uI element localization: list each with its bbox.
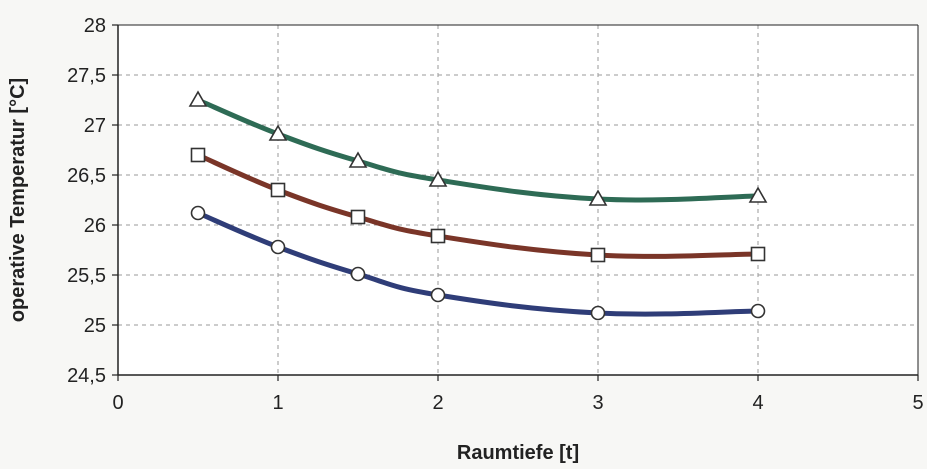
data-point-circle — [590, 305, 606, 321]
data-point-circle — [270, 239, 286, 255]
tick-labels: 24,5 25 25,5 26 26,5 27 27,5 28 0 1 2 3 4 5 — [67, 15, 924, 414]
data-point-square — [350, 209, 366, 225]
data-point-triangle — [428, 170, 448, 187]
data-point-square — [430, 228, 446, 244]
data-point-triangle — [268, 124, 288, 141]
data-point-circle — [430, 287, 446, 303]
gridlines — [118, 25, 918, 375]
y-tick-label: 27,5 — [67, 65, 106, 87]
data-point-triangle — [188, 90, 208, 107]
y-tick-label: 26,5 — [67, 165, 106, 187]
y-axis-title: operative Temperatur [°C] — [7, 78, 29, 322]
y-tick-label: 28 — [84, 15, 106, 37]
data-point-circle — [750, 303, 766, 319]
y-tick-label: 26 — [84, 215, 106, 237]
y-tick-label: 25 — [84, 315, 106, 337]
plot-area — [118, 25, 918, 375]
data-point-triangle — [348, 151, 368, 168]
data-point-square — [590, 247, 606, 263]
series-layer — [188, 90, 768, 321]
data-point-triangle — [748, 186, 768, 203]
y-tick-label: 27 — [84, 115, 106, 137]
x-axis-title: Raumtiefe [t] — [457, 442, 579, 464]
y-tick-label: 24,5 — [67, 365, 106, 387]
data-point-square — [750, 246, 766, 262]
x-tick-label: 2 — [432, 392, 443, 414]
x-tick-label: 4 — [752, 392, 763, 414]
data-point-circle — [190, 205, 206, 221]
x-tick-label: 3 — [592, 392, 603, 414]
x-tick-label: 1 — [272, 392, 283, 414]
data-point-square — [190, 147, 206, 163]
data-point-triangle — [588, 189, 608, 206]
x-tick-label: 5 — [912, 392, 923, 414]
data-point-square — [270, 182, 286, 198]
y-tick-label: 25,5 — [67, 265, 106, 287]
x-tick-label: 0 — [112, 392, 123, 414]
data-point-circle — [350, 266, 366, 282]
